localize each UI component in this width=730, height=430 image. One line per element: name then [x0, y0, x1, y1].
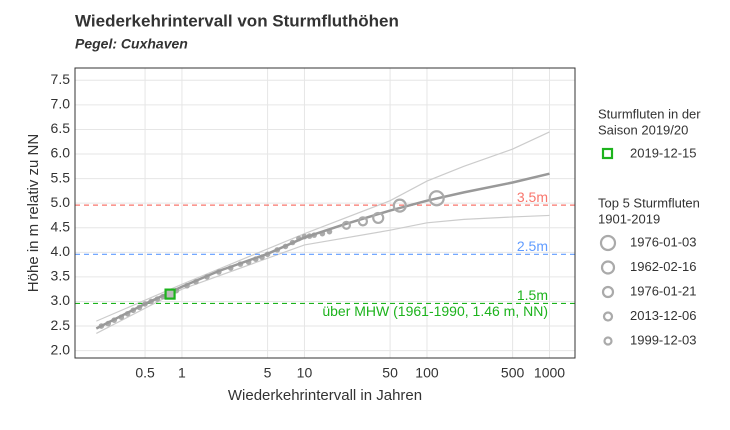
x-tick-label: 500: [501, 365, 525, 381]
x-tick-label: 5: [264, 365, 272, 381]
legend-symbol: [603, 336, 613, 346]
chart-title: Wiederkehrintervall von Sturmfluthöhen: [75, 11, 399, 30]
top5-point: [428, 190, 445, 207]
plot-border: [74, 67, 576, 359]
reference-note: über MHW (1961-1990, 1.46 m, NN): [322, 303, 548, 319]
x-tick-label: 100: [415, 365, 439, 381]
x-tick-label: 1000: [534, 365, 565, 381]
curve: [96, 131, 550, 322]
legend-symbol: [599, 234, 617, 252]
x-tick-label: 10: [297, 365, 313, 381]
y-tick-label: 5.5: [51, 169, 71, 185]
chart-subtitle: Pegel: Cuxhaven: [75, 36, 188, 52]
legend-symbol: [600, 260, 616, 275]
curve: [95, 172, 550, 330]
legend-title: Sturmfluten in der: [598, 106, 701, 121]
legend-title: Top 5 Sturmfluten: [598, 195, 700, 210]
legend-label: 1976-01-21: [630, 283, 697, 298]
legend-label: 2019-12-15: [630, 145, 697, 160]
y-tick-label: 3.0: [51, 292, 71, 308]
current-point: [164, 288, 176, 300]
legend-label: 2013-12-06: [630, 308, 697, 323]
legend-symbol: [601, 147, 614, 160]
y-tick-label: 6.0: [51, 145, 71, 161]
legend-title: Saison 2019/20: [598, 122, 688, 137]
top5-point: [392, 198, 407, 213]
y-tick-label: 2.0: [51, 341, 71, 357]
x-tick-label: 50: [382, 365, 398, 381]
y-tick-label: 3.5: [51, 268, 71, 284]
reference-label: 1.5m: [517, 287, 548, 303]
x-axis-title: Wiederkehrintervall in Jahren: [228, 387, 422, 404]
y-tick-label: 5.0: [51, 194, 71, 210]
legend-symbol: [601, 285, 615, 299]
y-tick-label: 7.0: [51, 96, 71, 112]
plot-background: [75, 68, 575, 358]
y-axis-title: Höhe in m relativ zu NN: [25, 134, 42, 292]
legend-label: 1976-01-03: [630, 234, 697, 249]
x-tick-label: 0.5: [135, 365, 155, 381]
reference-label: 2.5m: [517, 238, 548, 254]
y-tick-label: 2.5: [51, 317, 71, 333]
y-tick-label: 6.5: [51, 120, 71, 136]
top5-point: [341, 220, 352, 230]
legend-symbol: [602, 311, 614, 322]
legend-label: 1999-12-03: [630, 332, 697, 347]
curve: [96, 214, 550, 334]
top5-point: [372, 211, 385, 225]
legend-title: 1901-2019: [598, 211, 660, 226]
y-tick-label: 4.5: [51, 218, 71, 234]
y-tick-label: 4.0: [51, 243, 71, 259]
x-tick-label: 1: [178, 365, 186, 381]
top5-point: [357, 216, 369, 227]
y-tick-label: 7.5: [51, 71, 71, 87]
legend-label: 1962-02-16: [630, 259, 697, 274]
reference-label: 3.5m: [517, 189, 548, 205]
